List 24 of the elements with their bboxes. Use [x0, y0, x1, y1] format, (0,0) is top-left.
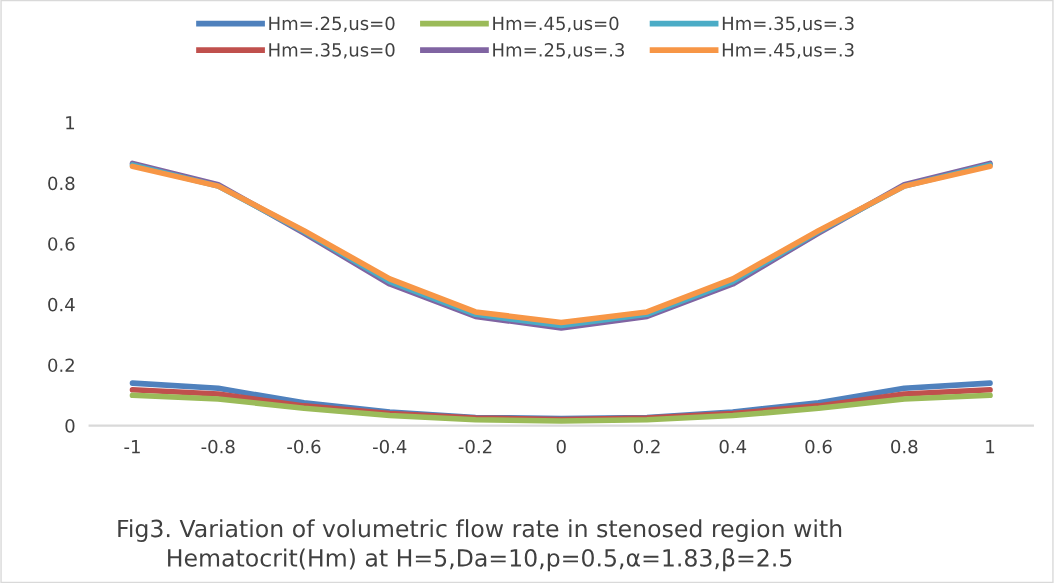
y-tick-label: 0.4	[48, 297, 75, 312]
x-tick-label: 0.8	[891, 439, 918, 454]
legend-label: Hm=.35,us=0	[269, 43, 395, 59]
legend-label: Hm=.35,us=.3	[722, 16, 854, 33]
legend-label: Hm=.25,us=.3	[493, 43, 624, 59]
x-tick-label: -0.2	[458, 439, 492, 454]
x-tick-label: -0.6	[287, 439, 321, 454]
legend-label: Hm=.25,us=0	[269, 16, 395, 33]
y-tick-label: 0.8	[48, 176, 75, 191]
x-tick-label: 0	[556, 439, 566, 454]
y-tick-label: 0.6	[48, 237, 75, 251]
legend-label: Hm=.45,us=0	[493, 16, 619, 33]
y-tick-label: 0.2	[48, 358, 74, 373]
y-tick-label: 1	[66, 116, 75, 130]
caption: Fig3. Variation of volumetric flow rate in stenosed region with Hematocrit(Hm) at H=5,Da=10,p=0.5,α=1.83,β=2.5	[118, 519, 842, 572]
x-tick-label: -1	[124, 440, 140, 454]
x-tick-label: 1	[986, 440, 995, 454]
x-tick-label: -0.4	[373, 439, 407, 454]
x-tick-label: -0.8	[201, 439, 235, 454]
x-tick-label: 0.6	[805, 439, 832, 454]
y-tick-label: 0	[65, 419, 75, 433]
x-tick-label: 0.2	[633, 439, 660, 454]
x-tick-label: 0.4	[719, 439, 747, 454]
legend-label: Hm=.45,us=.3	[722, 43, 854, 59]
